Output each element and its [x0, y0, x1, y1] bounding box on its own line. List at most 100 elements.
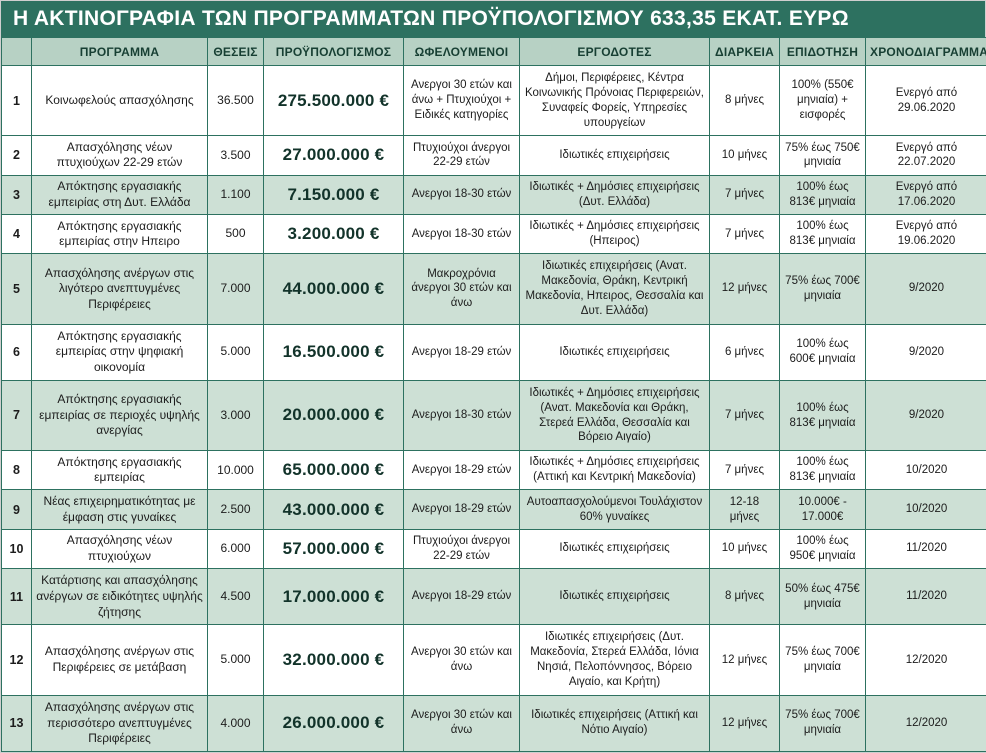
positions-cell: 4.500	[207, 568, 264, 626]
timeline-cell: Ενεργό από 19.06.2020	[865, 213, 986, 255]
timeline-cell: 11/2020	[865, 528, 986, 570]
program-cell: Απασχόλησης ανέργων στις λιγότερο ανεπτυ…	[31, 253, 208, 325]
program-cell: Κοινωφελούς απασχόλησης	[31, 64, 208, 137]
header-row-number	[1, 37, 32, 66]
timeline-cell: 10/2020	[865, 450, 986, 491]
beneficiaries-cell: Ανεργοι 18-29 ετών	[403, 568, 520, 626]
positions-cell: 5.000	[207, 323, 264, 381]
timeline-cell: 9/2020	[865, 323, 986, 381]
program-cell: Απόκτησης εργασιακής εμπειρίας	[31, 450, 208, 491]
employers-cell: Ιδιωτικές επιχειρήσεις (Δυτ. Μακεδονία, …	[519, 624, 710, 696]
program-cell: Απόκτησης εργασιακής εμπειρίας σε περιοχ…	[31, 379, 208, 452]
timeline-cell: Ενεργό από 29.06.2020	[865, 64, 986, 137]
timeline-cell: 12/2020	[865, 694, 986, 753]
table-body: 1 Κοινωφελούς απασχόλησης 36.500 275.500.00…	[1, 64, 986, 753]
timeline-cell: 11/2020	[865, 568, 986, 626]
table-row: 13 Απασχόλησης ανέργων στις περισσότερο α…	[1, 694, 986, 753]
header-timeline: ΧΡΟΝΟΔΙΑΓΡΑΜΜΑ	[865, 37, 986, 66]
budget-cell: 16.500.000 €	[263, 323, 404, 381]
program-cell: Απασχόλησης νέων πτυχιούχων	[31, 528, 208, 570]
row-number-cell: 5	[1, 253, 32, 325]
beneficiaries-cell: Ανεργοι 30 ετών και άνω	[403, 694, 520, 753]
positions-cell: 3.000	[207, 379, 264, 452]
employers-cell: Ιδιωτικές επιχειρήσεις (Ανατ. Μακεδονία,…	[519, 253, 710, 325]
header-beneficiaries: ΩΦΕΛΟΥΜΕΝΟΙ	[403, 37, 520, 66]
program-cell: Απασχόλησης ανέργων στις Περιφέρειες σε …	[31, 624, 208, 696]
duration-cell: 8 μήνες	[709, 568, 780, 626]
employers-cell: Ιδιωτικές + Δημόσιες επιχειρήσεις (Ηπειρ…	[519, 213, 710, 255]
budget-cell: 275.500.000 €	[263, 64, 404, 137]
beneficiaries-cell: Μακροχρόνια άνεργοι 30 ετών και άνω	[403, 253, 520, 325]
employers-cell: Αυτοαπασχολούμενοι Τουλάχιστον 60% γυναί…	[519, 489, 710, 530]
subsidy-cell: 75% έως 700€ μηνιαία	[779, 253, 866, 325]
table-row: 3 Απόκτησης εργασιακής εμπειρίας στη Δυτ.…	[1, 174, 986, 215]
positions-cell: 10.000	[207, 450, 264, 491]
employers-cell: Ιδιωτικές επιχειρήσεις (Αττική και Νότιο…	[519, 694, 710, 753]
subsidy-cell: 100% έως 813€ μηνιαία	[779, 379, 866, 452]
duration-cell: 12 μήνες	[709, 624, 780, 696]
duration-cell: 7 μήνες	[709, 174, 780, 215]
timeline-cell: Ενεργό από 17.06.2020	[865, 174, 986, 215]
positions-cell: 4.000	[207, 694, 264, 753]
budget-cell: 26.000.000 €	[263, 694, 404, 753]
row-number-cell: 1	[1, 64, 32, 137]
duration-cell: 10 μήνες	[709, 135, 780, 176]
budget-cell: 32.000.000 €	[263, 624, 404, 696]
budget-cell: 43.000.000 €	[263, 489, 404, 530]
row-number-cell: 12	[1, 624, 32, 696]
positions-cell: 36.500	[207, 64, 264, 137]
program-cell: Απόκτησης εργασιακής εμπειρίας στη Δυτ. …	[31, 174, 208, 215]
program-cell: Απόκτησης εργασιακής εμπειρίας στην Ηπει…	[31, 213, 208, 255]
beneficiaries-cell: Ανεργοι 18-29 ετών	[403, 323, 520, 381]
budget-cell: 27.000.000 €	[263, 135, 404, 176]
beneficiaries-cell: Ανεργοι 30 ετών και άνω	[403, 624, 520, 696]
positions-cell: 3.500	[207, 135, 264, 176]
subsidy-cell: 75% έως 750€ μηνιαία	[779, 135, 866, 176]
budget-cell: 17.000.000 €	[263, 568, 404, 626]
table-row: 8 Απόκτησης εργασιακής εμπειρίας 10.000 65.…	[1, 450, 986, 491]
header-subsidy: ΕΠΙΔΟΤΗΣΗ	[779, 37, 866, 66]
positions-cell: 2.500	[207, 489, 264, 530]
employers-cell: Ιδιωτικές + Δημόσιες επιχειρήσεις (Δυτ. …	[519, 174, 710, 215]
row-number-cell: 7	[1, 379, 32, 452]
beneficiaries-cell: Ανεργοι 18-29 ετών	[403, 489, 520, 530]
beneficiaries-cell: Ανεργοι 18-29 ετών	[403, 450, 520, 491]
beneficiaries-cell: Ανεργοι 18-30 ετών	[403, 174, 520, 215]
employers-cell: Ιδιωτικές + Δημόσιες επιχειρήσεις (Αττικ…	[519, 450, 710, 491]
page-title: Η ΑΚΤΙΝΟΓΡΑΦΙΑ ΤΩΝ ΠΡΟΓΡΑΜΜΑΤΩΝ ΠΡΟΫΠΟΛΟ…	[1, 1, 985, 37]
employers-cell: Ιδιωτικές επιχειρήσεις	[519, 528, 710, 570]
timeline-cell: 12/2020	[865, 624, 986, 696]
table-row: 9 Νέας επιχειρηματικότητας με έμφαση στις…	[1, 489, 986, 530]
beneficiaries-cell: Ανεργοι 18-30 ετών	[403, 213, 520, 255]
duration-cell: 12 μήνες	[709, 694, 780, 753]
beneficiaries-cell: Ανεργοι 18-30 ετών	[403, 379, 520, 452]
subsidy-cell: 75% έως 700€ μηνιαία	[779, 694, 866, 753]
duration-cell: 12-18 μήνες	[709, 489, 780, 530]
table-row: 10 Απασχόλησης νέων πτυχιούχων 6.000 57.000…	[1, 528, 986, 570]
table-row: 2 Απασχόλησης νέων πτυχιούχων 22-29 ετών 3…	[1, 135, 986, 176]
subsidy-cell: 100% έως 813€ μηνιαία	[779, 450, 866, 491]
subsidy-cell: 75% έως 700€ μηνιαία	[779, 624, 866, 696]
positions-cell: 6.000	[207, 528, 264, 570]
beneficiaries-cell: Πτυχιούχοι άνεργοι 22-29 ετών	[403, 528, 520, 570]
header-positions: ΘΕΣΕΙΣ	[207, 37, 264, 66]
duration-cell: 6 μήνες	[709, 323, 780, 381]
header-budget: ΠΡΟΫΠΟΛΟΓΙΣΜΟΣ	[263, 37, 404, 66]
budget-cell: 65.000.000 €	[263, 450, 404, 491]
program-cell: Απασχόλησης ανέργων στις περισσότερο ανε…	[31, 694, 208, 753]
positions-cell: 7.000	[207, 253, 264, 325]
table-row: 1 Κοινωφελούς απασχόλησης 36.500 275.500.00…	[1, 64, 986, 137]
budget-cell: 44.000.000 €	[263, 253, 404, 325]
timeline-cell: Ενεργό από 22.07.2020	[865, 135, 986, 176]
employers-cell: Δήμοι, Περιφέρειες, Κέντρα Κοινωνικής Πρ…	[519, 64, 710, 137]
positions-cell: 1.100	[207, 174, 264, 215]
duration-cell: 10 μήνες	[709, 528, 780, 570]
programs-table: ΠΡΟΓΡΑΜΜΑ ΘΕΣΕΙΣ ΠΡΟΫΠΟΛΟΓΙΣΜΟΣ ΩΦΕΛΟΥΜΕ…	[1, 37, 986, 753]
employers-cell: Ιδιωτικές επιχειρήσεις	[519, 135, 710, 176]
header-employers: ΕΡΓΟΔΟΤΕΣ	[519, 37, 710, 66]
employers-cell: Ιδιωτικές επιχειρήσεις	[519, 323, 710, 381]
budget-cell: 7.150.000 €	[263, 174, 404, 215]
beneficiaries-cell: Πτυχιούχοι άνεργοι 22-29 ετών	[403, 135, 520, 176]
row-number-cell: 9	[1, 489, 32, 530]
